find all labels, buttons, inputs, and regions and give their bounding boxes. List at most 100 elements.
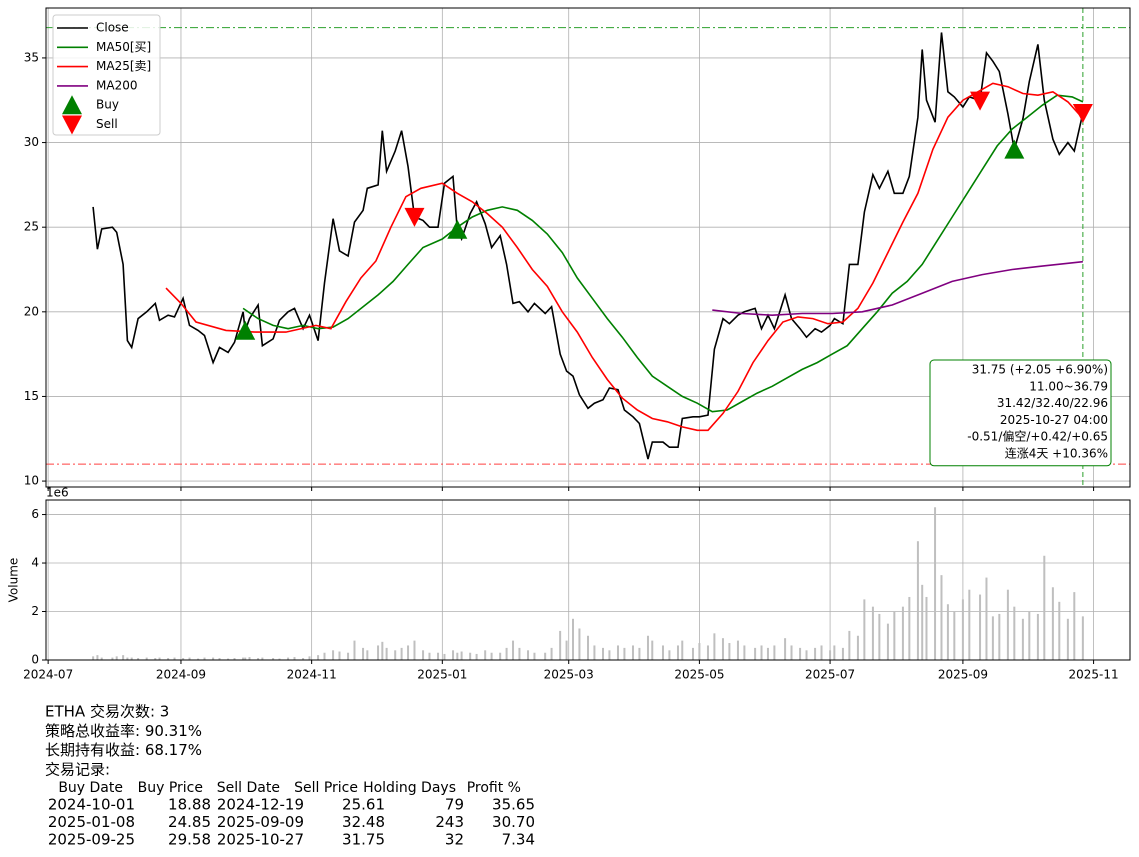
y-tick-label: 35 <box>24 50 39 64</box>
volume-bar <box>407 645 410 660</box>
y-tick-label: 30 <box>24 135 39 149</box>
volume-bar <box>713 633 716 660</box>
volume-bar <box>544 652 547 660</box>
volume-bar <box>805 650 808 660</box>
volume-bar <box>728 643 731 660</box>
volume-bar <box>754 647 757 660</box>
volume-bar <box>991 616 994 660</box>
volume-bar <box>871 606 874 660</box>
y-tick-label: 4 <box>31 556 39 570</box>
volume-bar <box>668 650 671 660</box>
volume-bar <box>505 647 508 660</box>
series-line <box>165 82 1084 432</box>
volume-bar <box>1073 592 1076 660</box>
table-cell: 2024-10-01 <box>48 796 135 814</box>
volume-bar <box>212 657 215 660</box>
volume-bar <box>1051 587 1054 660</box>
volume-bar <box>565 640 568 660</box>
table-cell: 24.85 <box>168 813 211 831</box>
volume-bar <box>484 650 487 660</box>
volume-bar <box>490 652 493 660</box>
volume-bar <box>332 650 335 660</box>
legend-label: MA200 <box>96 78 137 92</box>
volume-bar <box>137 658 140 660</box>
volume-bar <box>829 650 832 660</box>
table-cell: 31.75 <box>342 831 385 849</box>
y-tick-label: 0 <box>31 653 39 667</box>
volume-bar <box>631 645 634 660</box>
annotation-line: 31.42/32.40/22.96 <box>997 396 1108 410</box>
annotation-box <box>929 359 1112 467</box>
volume-bar <box>381 641 384 660</box>
volume-bar <box>721 638 724 660</box>
volume-bar <box>338 651 341 660</box>
x-tick-label: 2024-09 <box>156 668 206 682</box>
x-tick-label: 2025-01 <box>417 668 467 682</box>
volume-bar <box>1058 601 1061 660</box>
volume-bar <box>302 658 305 660</box>
volume-bar <box>293 657 296 660</box>
volume-bar <box>814 647 817 660</box>
volume-bar <box>126 657 129 660</box>
volume-bar <box>893 611 896 660</box>
annotation-line: -0.51/偏空/+0.42/+0.65 <box>967 429 1108 444</box>
volume-bar <box>773 645 776 660</box>
volume-bar <box>784 638 787 660</box>
table-cell: 32 <box>445 831 464 849</box>
volume-bar <box>173 657 176 660</box>
table-header: Sell Price <box>294 780 358 796</box>
x-tick-label: 2025-05 <box>674 668 724 682</box>
volume-bar <box>961 599 964 660</box>
volume-bar <box>385 647 388 660</box>
axes-frame <box>45 499 1131 661</box>
x-tick-label: 2024-11 <box>287 668 337 682</box>
volume-bar <box>736 640 739 660</box>
volume-bar <box>698 643 701 660</box>
volume-bar <box>248 657 251 660</box>
volume-bar <box>953 611 956 660</box>
volume-bar <box>167 658 170 660</box>
volume-bar <box>979 594 982 660</box>
volume-bar <box>706 645 709 660</box>
table-cell: 29.58 <box>168 831 211 849</box>
volume-bar <box>651 640 654 660</box>
volume-bar <box>1021 618 1024 660</box>
volume-bar <box>452 650 455 660</box>
trade-marker <box>970 91 991 111</box>
table-cell: 2024-12-19 <box>217 796 304 814</box>
y-tick-label: 6 <box>31 507 39 521</box>
volume-bar <box>437 652 440 660</box>
x-tick-label: 2025-11 <box>1069 668 1119 682</box>
volume-bar <box>96 655 99 660</box>
series-line <box>242 94 1084 413</box>
x-tick-label: 2025-09 <box>938 668 988 682</box>
legend-box <box>52 14 161 136</box>
volume-bar <box>317 655 320 660</box>
volume-bar <box>559 630 562 660</box>
volume-bar <box>863 599 866 660</box>
volume-bar <box>197 658 200 660</box>
volume-bar <box>550 647 553 660</box>
volume-bar <box>130 657 133 660</box>
volume-bar <box>1066 618 1069 660</box>
volume-bar <box>681 640 684 660</box>
y-axis-label: Volume <box>7 558 21 603</box>
table-cell: 2025-09-09 <box>217 813 304 831</box>
table-header: Holding Days <box>363 780 456 796</box>
trade-marker <box>1004 139 1025 159</box>
volume-bar <box>518 647 521 660</box>
volume-bar <box>623 647 626 660</box>
legend-label: Sell <box>96 117 118 131</box>
volume-bar <box>377 645 380 660</box>
volume-bar <box>527 650 530 660</box>
volume-bar <box>203 657 206 660</box>
table-cell: 30.70 <box>492 813 535 831</box>
volume-bar <box>323 652 326 660</box>
volume-bar <box>1006 589 1009 660</box>
volume-bar <box>499 652 502 660</box>
x-tick-label: 2025-03 <box>544 668 594 682</box>
trade-marker <box>404 207 425 227</box>
table-cell: 25.61 <box>342 796 385 814</box>
volume-bar <box>115 656 118 660</box>
